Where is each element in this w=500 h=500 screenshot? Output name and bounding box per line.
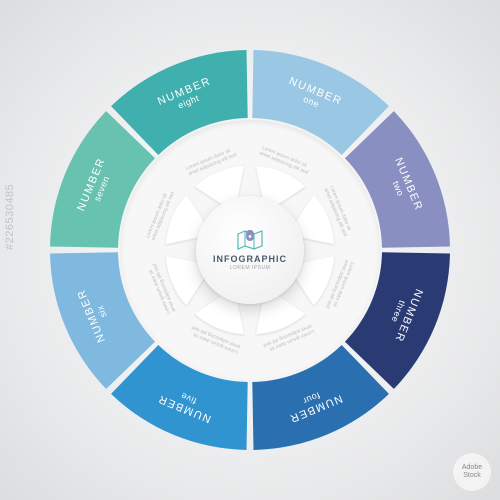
watermark: #226530485 <box>4 184 16 250</box>
stock-badge-icon: Adobe Stock <box>452 452 492 492</box>
center-circle: INFOGRAPHIC LOREM IPSUM <box>196 196 304 304</box>
radial-infographic: NUMBERoneNUMBERtwoNUMBERthreeNUMBERfourN… <box>50 50 450 450</box>
center-title: INFOGRAPHIC <box>213 254 287 264</box>
map-pin-icon <box>237 230 263 250</box>
center-subtitle: LOREM IPSUM <box>230 265 271 271</box>
